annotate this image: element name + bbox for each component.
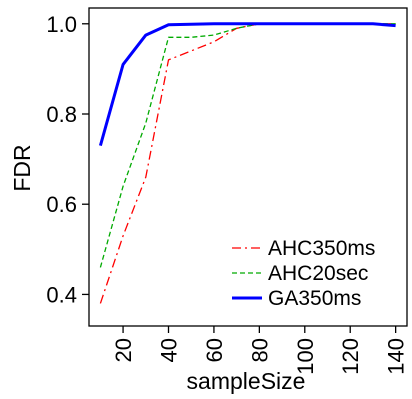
series-group <box>98 22 396 304</box>
x-tick-label: 60 <box>202 338 227 362</box>
series-line-ga350ms <box>98 22 396 147</box>
y-tick-label: 1.0 <box>46 12 77 37</box>
y-tick-label: 0.6 <box>46 192 77 217</box>
legend-label-ga350ms: GA350ms <box>268 287 361 310</box>
y-tick-label: 0.8 <box>46 102 77 127</box>
x-tick-label: 140 <box>384 338 409 375</box>
y-tick-label: 0.4 <box>46 282 77 307</box>
x-tick-label: 120 <box>338 338 363 375</box>
plot-frame <box>88 7 408 327</box>
legend-label-ahc20sec: AHC20sec <box>268 262 368 285</box>
y-axis-title: FDR <box>9 144 35 191</box>
x-tick-label: 80 <box>247 338 272 362</box>
x-tick-label: 100 <box>293 338 318 375</box>
x-axis-title: sampleSize <box>187 368 306 394</box>
x-tick-label: 20 <box>111 338 136 362</box>
legend-label-ahc350ms: AHC350ms <box>268 237 375 260</box>
series-line-ahc20sec <box>99 23 396 268</box>
x-tick-label: 40 <box>157 338 182 362</box>
axes-group: 0.4 0.6 0.8 1.0 20 40 60 80 100 120 140 <box>46 7 409 375</box>
